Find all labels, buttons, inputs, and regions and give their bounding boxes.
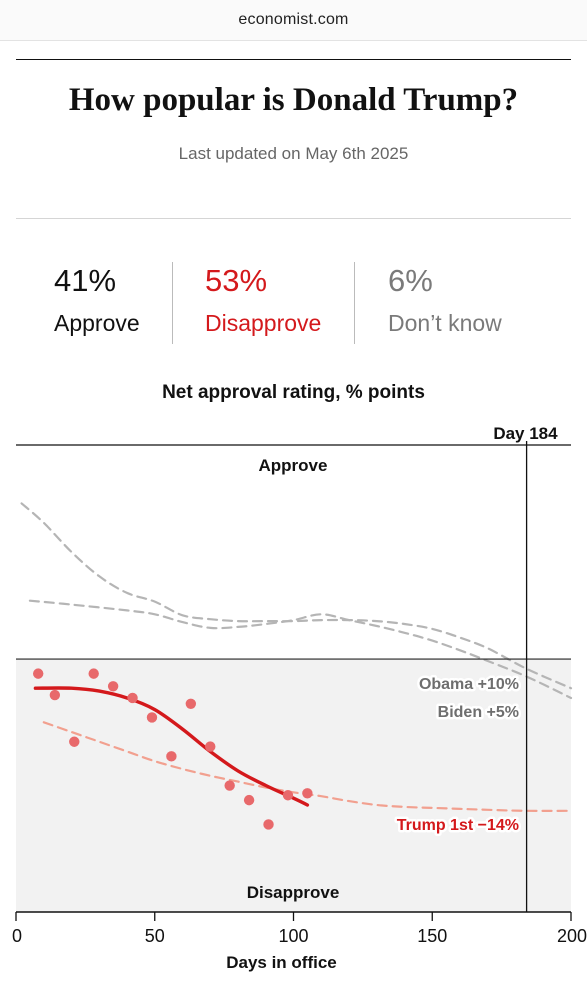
poll-point [282,790,294,801]
net-approval-chart: 0 50 100 150 200 Days in office Day 184 Approv… [12,424,587,972]
browser-domain: economist.com [238,11,349,28]
poll-point [69,736,80,747]
stat-approve-label: Approve [54,310,140,336]
stat-disapprove-label: Disapprove [205,310,322,336]
poll-point [107,681,119,692]
x-tick-label: 150 [417,926,447,946]
poll-point [185,698,197,709]
poll-point [49,689,61,701]
section-divider [16,218,571,219]
series-line-obama [20,502,573,690]
x-tick-label: 200 [557,926,587,946]
poll-point [263,819,274,830]
day-marker-label: Day 184 [493,424,558,443]
chart-title: Net approval rating, % points [162,382,425,403]
poll-point [205,741,216,752]
poll-point [243,794,255,806]
annotation-halo: Obama +10% [419,676,519,693]
last-updated: Last updated on May 6th 2025 [178,144,409,163]
annotation-halo: Biden +5% [438,704,519,721]
series-line-trump-1st [42,721,573,812]
stat-divider [354,262,355,344]
annotation-trump-1st: Trump 1st −14% [397,817,519,834]
x-tick-label: 100 [278,926,308,946]
series-line-biden [28,599,573,700]
stat-approve-pct: 41% [54,263,117,298]
annotation-halo: Trump 1st −14% [397,817,519,834]
header-rule [16,59,571,60]
poll-point [302,788,313,799]
stat-dont-know-pct: 6% [388,263,433,298]
browser-url-bar[interactable]: economist.com [0,0,587,41]
page-title: How popular is Donald Trump? [68,82,519,118]
poll-point [88,668,99,679]
stat-dont-know: 6% Don’t know [388,262,502,338]
poll-point [33,668,44,679]
zone-label-disapprove: Disapprove [247,883,340,902]
poll-point [146,712,158,723]
disapprove-zone [16,659,571,912]
stat-disapprove: 53% Disapprove [205,262,321,338]
x-tick-label: 50 [145,926,165,946]
poll-point [224,780,235,791]
zone-label-approve: Approve [259,456,328,475]
annotation-obama: Obama +10% [419,676,519,693]
poll-point [127,692,138,704]
poll-point [166,751,177,762]
stat-approve: 41% Approve [54,262,140,338]
annotation-biden: Biden +5% [438,704,519,721]
x-tick-label: 0 [12,926,22,946]
x-axis-title: Days in office [226,953,337,972]
stat-dont-know-label: Don’t know [388,310,502,336]
series-line-trump [33,686,310,807]
stat-divider [172,262,173,344]
stat-disapprove-pct: 53% [205,263,268,298]
